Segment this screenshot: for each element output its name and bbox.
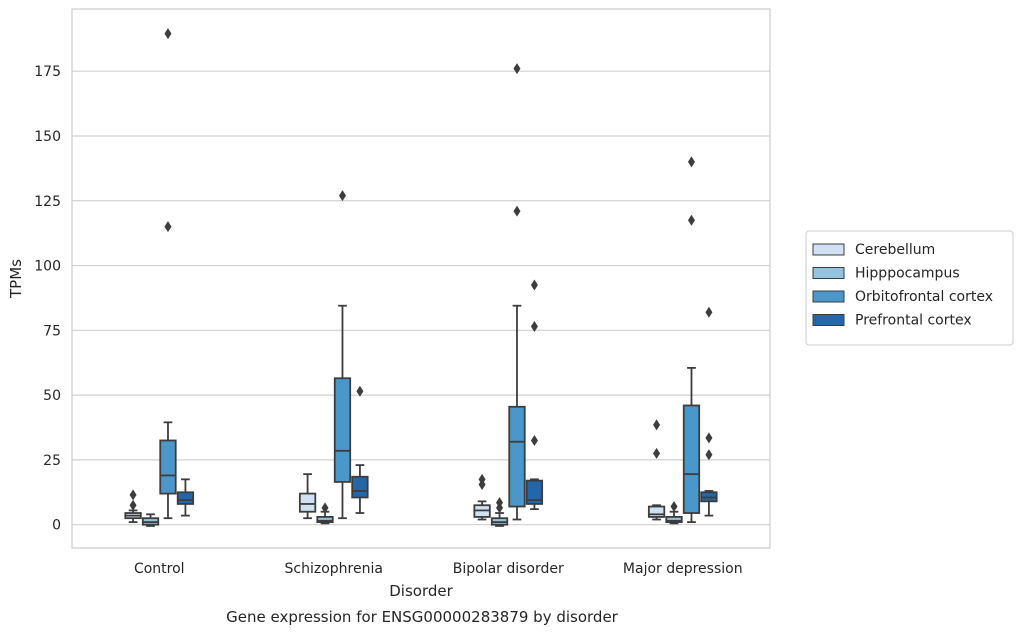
y-axis-ticks: 0 25 50 75 100 125 150 175 [34, 64, 61, 533]
y-tick-label: 175 [34, 64, 61, 80]
outlier-point [513, 205, 521, 217]
outlier-point [164, 28, 172, 40]
box-orbitofrontal-cortex [508, 63, 526, 521]
iqr-box [508, 405, 526, 508]
x-tick-label: Major depression [623, 561, 743, 577]
outlier-point [670, 501, 678, 513]
iqr-box [333, 377, 352, 483]
box-prefrontal-cortex [700, 306, 718, 517]
legend-frame [805, 230, 1014, 346]
y-tick-label: 150 [34, 129, 61, 145]
outlier-point [356, 385, 364, 397]
legend: Cerebellum Hipppocampus Orbitofrontal cort… [805, 230, 1014, 346]
outlier-point [496, 497, 504, 509]
legend-label: Cerebellum [855, 242, 935, 258]
box-orbitofrontal-cortex [682, 156, 701, 523]
y-tick-label: 100 [34, 259, 61, 275]
outlier-point [653, 419, 661, 431]
outlier-point [129, 499, 137, 511]
legend-label: Orbitofrontal cortex [855, 289, 993, 305]
box-hipppocampus [490, 497, 509, 527]
grid-lines [72, 70, 770, 526]
outlier-point [530, 434, 538, 446]
box-hipppocampus [141, 513, 160, 527]
box-prefrontal-cortex [176, 478, 195, 517]
outlier-point [164, 221, 172, 233]
outlier-point [530, 320, 538, 332]
outlier-point [705, 306, 713, 318]
box-cerebellum [124, 489, 142, 523]
box-cerebellum [473, 473, 491, 521]
legend-swatch [812, 267, 845, 279]
outlier-point [705, 449, 713, 461]
legend-label: Hipppocampus [855, 266, 960, 282]
iqr-box [176, 491, 195, 505]
legend-item: Cerebellum [812, 242, 935, 258]
legend-swatch [812, 314, 845, 326]
legend-swatch [812, 290, 845, 303]
y-tick-label: 25 [43, 453, 61, 469]
chart-caption: Gene expression for ENSG00000283879 by d… [226, 608, 619, 626]
outlier-point [705, 432, 713, 444]
iqr-box [351, 475, 369, 499]
iqr-box [525, 479, 544, 505]
iqr-box [316, 516, 334, 523]
outlier-point [338, 190, 346, 202]
y-tick-label: 75 [43, 323, 61, 339]
x-tick-label: Schizophrenia [285, 561, 383, 577]
x-tick-label: Bipolar disorder [453, 561, 564, 577]
plot-area [71, 8, 771, 549]
outlier-point [687, 214, 695, 226]
iqr-box [682, 404, 701, 514]
box-orbitofrontal-cortex [333, 190, 352, 520]
box-cerebellum [647, 419, 666, 521]
box-prefrontal-cortex [525, 279, 544, 511]
y-tick-label: 125 [34, 194, 61, 210]
y-axis-label: TPMs [7, 259, 25, 299]
outlier-point [513, 63, 521, 75]
outlier-point [321, 502, 329, 514]
y-tick-label: 50 [43, 388, 61, 404]
outlier-point [687, 156, 695, 168]
box-hipppocampus [665, 501, 683, 525]
outlier-point [530, 279, 538, 291]
box-hipppocampus [316, 502, 334, 525]
outlier-point [478, 473, 486, 485]
iqr-box [159, 439, 177, 495]
legend-item: Orbitofrontal cortex [812, 289, 993, 305]
x-axis-label: Disorder [389, 582, 453, 600]
outlier-point [129, 489, 137, 501]
legend-item: Hipppocampus [812, 266, 960, 282]
box-cerebellum [298, 473, 317, 520]
iqr-box [665, 516, 683, 523]
iqr-box [298, 492, 317, 513]
iqr-box [647, 505, 666, 518]
x-axis-ticks: Control Schizophrenia Bipolar disorder Majo… [134, 561, 743, 577]
box-orbitofrontal-cortex [159, 28, 177, 520]
x-tick-label: Control [134, 561, 185, 577]
legend-item: Prefrontal cortex [812, 313, 972, 329]
box-prefrontal-cortex [351, 385, 369, 514]
y-tick-label: 0 [52, 518, 61, 534]
legend-swatch [812, 243, 845, 256]
outlier-point [653, 447, 661, 459]
box-groups [124, 28, 718, 527]
legend-label: Prefrontal cortex [855, 313, 972, 329]
